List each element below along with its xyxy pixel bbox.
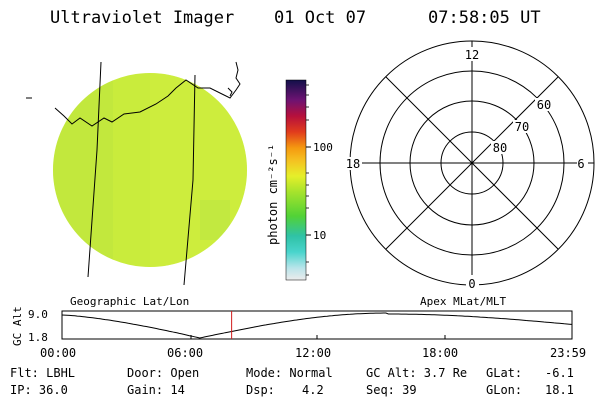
colorbar-tick-10: 10 bbox=[313, 229, 326, 242]
orbit-altitude-curve bbox=[61, 312, 573, 339]
orbit-altitude-plot: 9.0 1.8 GC Alt 00:00 06:00 12:00 18:00 2… bbox=[11, 306, 586, 360]
orbit-xtick-0: 00:00 bbox=[40, 346, 76, 360]
status-gain: Gain: 14 bbox=[127, 383, 185, 397]
map-label-apex: Apex MLat/MLT bbox=[420, 295, 506, 308]
status-door: Door: Open bbox=[127, 366, 200, 380]
map-label-geographic: Geographic Lat/Lon bbox=[70, 295, 189, 308]
status-glon-label: GLon: bbox=[486, 383, 523, 397]
uv-image-disk bbox=[26, 61, 247, 286]
longitude-line bbox=[183, 74, 196, 286]
mlt-label-18: 18 bbox=[346, 157, 360, 171]
status-filter: Flt: LBHL bbox=[10, 366, 76, 380]
mlat-label-80: 80 bbox=[493, 141, 507, 155]
status-mode: Mode: Normal bbox=[246, 366, 333, 380]
mlt-label-12: 12 bbox=[465, 48, 479, 62]
orbit-xtick-1: 06:00 bbox=[167, 346, 203, 360]
colorbar-tick-100: 100 bbox=[313, 141, 333, 154]
orbit-xtick-2: 12:00 bbox=[295, 346, 331, 360]
status-dsp-label: Dsp: bbox=[246, 383, 275, 397]
instrument-title: Ultraviolet Imager bbox=[50, 8, 235, 28]
image-time: 07:58:05 UT bbox=[428, 8, 541, 28]
mlt-label-0: 0 bbox=[468, 277, 475, 291]
orbit-ytick-high: 9.0 bbox=[28, 308, 48, 321]
longitude-line bbox=[87, 61, 102, 278]
status-glat-value: -6.1 bbox=[545, 366, 574, 380]
mlat-label-70: 70 bbox=[515, 120, 529, 134]
mlt-label-6: 6 bbox=[577, 157, 584, 171]
status-ip: IP: 36.0 bbox=[10, 383, 68, 397]
orbit-ytick-low: 1.8 bbox=[28, 331, 48, 344]
orbit-ylabel: GC Alt bbox=[11, 306, 24, 346]
polar-grid bbox=[349, 40, 595, 286]
orbit-xtick-3: 18:00 bbox=[422, 346, 458, 360]
status-glon-value: 18.1 bbox=[545, 383, 574, 397]
mlat-label-60: 60 bbox=[537, 98, 551, 112]
status-dsp-value: 4.2 bbox=[302, 383, 324, 397]
status-gc-alt: GC Alt: 3.7 Re bbox=[366, 366, 468, 380]
orbit-xtick-4: 23:59 bbox=[550, 346, 586, 360]
colorbar-unit-label: photon cm⁻²s⁻¹ bbox=[266, 144, 280, 245]
status-seq: Seq: 39 bbox=[366, 383, 417, 397]
status-glat-label: GLat: bbox=[486, 366, 523, 380]
coastline bbox=[26, 61, 241, 127]
image-date: 01 Oct 07 bbox=[274, 8, 367, 28]
colorbar: 100 10 photon cm⁻²s⁻¹ bbox=[266, 79, 333, 281]
